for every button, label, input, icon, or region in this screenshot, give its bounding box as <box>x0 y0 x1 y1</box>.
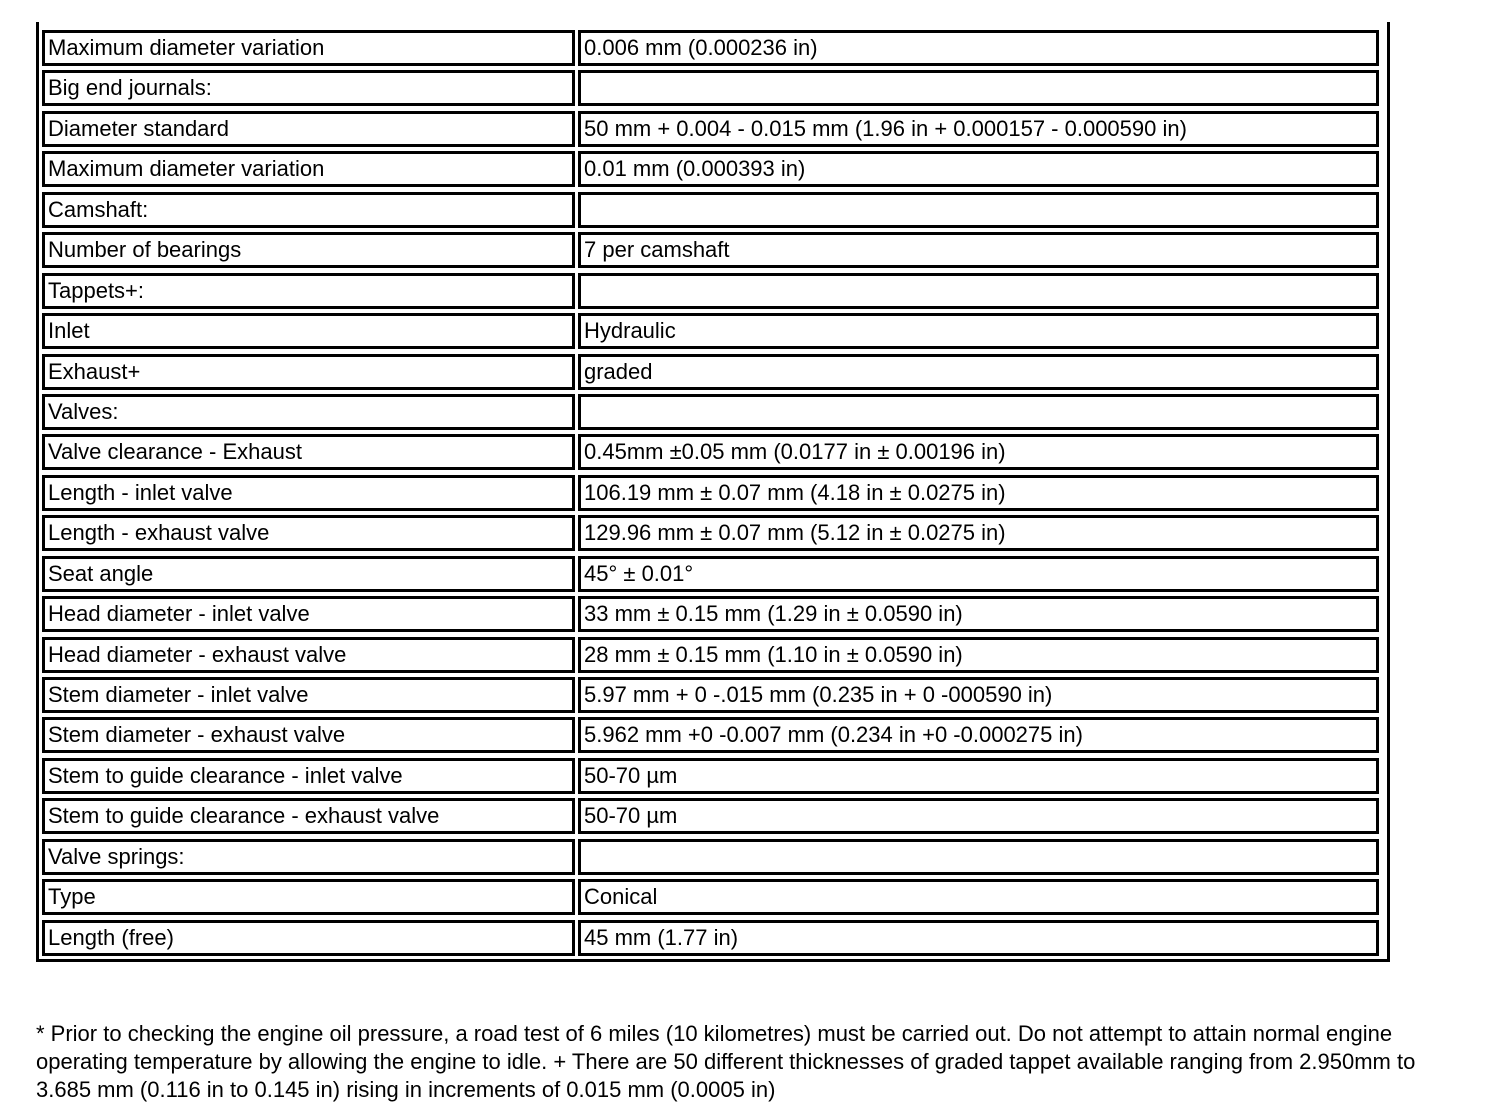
spec-name-cell: Stem to guide clearance - inlet valve <box>42 757 575 794</box>
spec-name-cell: Maximum diameter variation <box>42 151 575 188</box>
table-row: Seat angle 45° ± 0.01° <box>42 555 1384 592</box>
spec-value-cell: 45 mm (1.77 in) <box>578 919 1379 956</box>
spec-name-cell: Camshaft: <box>42 191 575 228</box>
table-row: Valve clearance - Exhaust 0.45mm ±0.05 mm… <box>42 434 1384 471</box>
table-row: Valves: <box>42 393 1384 430</box>
spec-name-cell: Stem to guide clearance - exhaust valve <box>42 798 575 835</box>
spec-name-cell: Length - inlet valve <box>42 474 575 511</box>
table-row: Stem diameter - inlet valve 5.97 mm + 0 -… <box>42 677 1384 713</box>
table-row: Stem to guide clearance - exhaust valve 5… <box>42 798 1384 835</box>
table-row: Exhaust+ graded <box>42 353 1384 390</box>
specifications-table: Maximum diameter variation 0.006 mm (0.00… <box>36 22 1390 962</box>
table-row: Length - inlet valve 106.19 mm ± 0.07 mm … <box>42 474 1384 511</box>
spec-name-cell: Head diameter - exhaust valve <box>42 636 575 673</box>
table-row: Type Conical <box>42 879 1384 916</box>
spec-value-cell: Conical <box>578 879 1379 916</box>
spec-value-cell: 106.19 mm ± 0.07 mm (4.18 in ± 0.0275 in… <box>578 474 1379 511</box>
spec-name-cell: Diameter standard <box>42 110 575 147</box>
spec-name-cell: Maximum diameter variation <box>42 30 575 66</box>
spec-name-cell: Type <box>42 879 575 916</box>
spec-name-cell: Seat angle <box>42 555 575 592</box>
table-row: Camshaft: <box>42 191 1384 228</box>
spec-name-cell: Exhaust+ <box>42 353 575 390</box>
spec-name-cell: Inlet <box>42 313 575 350</box>
table-row: Stem diameter - exhaust valve 5.962 mm +0… <box>42 717 1384 754</box>
spec-value-cell: Hydraulic <box>578 313 1379 350</box>
table-row: Diameter standard 50 mm + 0.004 - 0.015 m… <box>42 110 1384 147</box>
table-row: Head diameter - exhaust valve 28 mm ± 0.1… <box>42 636 1384 673</box>
spec-value-cell: 0.45mm ±0.05 mm (0.0177 in ± 0.00196 in) <box>578 434 1379 471</box>
table-row: Stem to guide clearance - inlet valve 50-… <box>42 757 1384 794</box>
table-row: Maximum diameter variation 0.006 mm (0.00… <box>42 30 1384 66</box>
spec-value-cell: 45° ± 0.01° <box>578 555 1379 592</box>
spec-value-cell: 7 per camshaft <box>578 232 1379 269</box>
spec-name-cell: Tappets+: <box>42 272 575 309</box>
spec-name-cell: Number of bearings <box>42 232 575 269</box>
spec-value-cell: graded <box>578 353 1379 390</box>
spec-value-cell <box>578 838 1379 875</box>
table-row: Inlet Hydraulic <box>42 313 1384 350</box>
spec-value-cell: 28 mm ± 0.15 mm (1.10 in ± 0.0590 in) <box>578 636 1379 673</box>
spec-value-cell: 0.01 mm (0.000393 in) <box>578 151 1379 188</box>
table-row: Length (free) 45 mm (1.77 in) <box>42 919 1384 956</box>
spec-name-cell: Valve clearance - Exhaust <box>42 434 575 471</box>
spec-value-cell <box>578 191 1379 228</box>
table-row: Number of bearings 7 per camshaft <box>42 232 1384 269</box>
spec-value-cell: 0.006 mm (0.000236 in) <box>578 30 1379 66</box>
table-row: Tappets+: <box>42 272 1384 309</box>
spec-value-cell: 50-70 µm <box>578 798 1379 835</box>
spec-name-cell: Valves: <box>42 393 575 430</box>
spec-value-cell: 33 mm ± 0.15 mm (1.29 in ± 0.0590 in) <box>578 596 1379 633</box>
table-row: Length - exhaust valve 129.96 mm ± 0.07 m… <box>42 515 1384 552</box>
spec-value-cell <box>578 272 1379 309</box>
spec-name-cell: Head diameter - inlet valve <box>42 596 575 633</box>
spec-value-cell: 5.97 mm + 0 -.015 mm (0.235 in + 0 -0005… <box>578 677 1379 713</box>
spec-value-cell: 129.96 mm ± 0.07 mm (5.12 in ± 0.0275 in… <box>578 515 1379 552</box>
spec-name-cell: Length (free) <box>42 919 575 956</box>
spec-name-cell: Big end journals: <box>42 70 575 107</box>
table-row: Big end journals: <box>42 70 1384 107</box>
spec-name-cell: Stem diameter - exhaust valve <box>42 717 575 754</box>
spec-name-cell: Stem diameter - inlet valve <box>42 677 575 713</box>
spec-value-cell: 5.962 mm +0 -0.007 mm (0.234 in +0 -0.00… <box>578 717 1379 754</box>
spec-value-cell <box>578 70 1379 107</box>
spec-value-cell <box>578 393 1379 430</box>
table-row: Valve springs: <box>42 838 1384 875</box>
spec-name-cell: Valve springs: <box>42 838 575 875</box>
footnote: * Prior to checking the engine oil press… <box>36 1021 1416 1102</box>
table-row: Head diameter - inlet valve 33 mm ± 0.15 … <box>42 596 1384 633</box>
spec-value-cell: 50-70 µm <box>578 757 1379 794</box>
spec-name-cell: Length - exhaust valve <box>42 515 575 552</box>
table-row: Maximum diameter variation 0.01 mm (0.000… <box>42 151 1384 188</box>
spec-value-cell: 50 mm + 0.004 - 0.015 mm (1.96 in + 0.00… <box>578 110 1379 147</box>
